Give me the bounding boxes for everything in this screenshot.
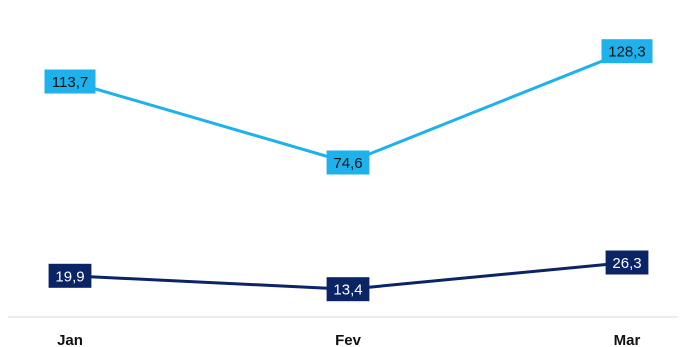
data-label-text: 26,3 (612, 255, 641, 272)
data-point-label: 26,3 (605, 250, 649, 275)
x-tick-label: Mar (614, 332, 641, 347)
x-tick-label: Jan (57, 332, 83, 347)
data-point-label: 113,7 (44, 69, 96, 94)
data-label-box (48, 263, 92, 288)
data-label-box (605, 250, 649, 275)
data-label-box (601, 39, 653, 64)
data-point-label: 19,9 (48, 263, 92, 288)
series-group: 113,7 74,6 128,3 19,9 13,4 26,3 (44, 39, 653, 302)
data-point-label: 13,4 (326, 277, 370, 302)
data-label-text: 128,3 (608, 44, 646, 61)
data-label-text: 19,9 (55, 268, 84, 285)
x-tick-labels: Jan Fev Mar (57, 332, 640, 347)
x-tick-label: Fev (335, 332, 362, 347)
data-label-text: 113,7 (52, 74, 88, 91)
data-label-text: 13,4 (333, 282, 362, 299)
series-line (69, 49, 628, 164)
data-label-text: 74,6 (333, 155, 362, 172)
data-label-box (326, 277, 370, 302)
data-label-box (44, 69, 96, 94)
data-point-label: 128,3 (601, 39, 653, 64)
data-point-label: 74,6 (326, 150, 370, 175)
data-label-box (326, 150, 370, 175)
